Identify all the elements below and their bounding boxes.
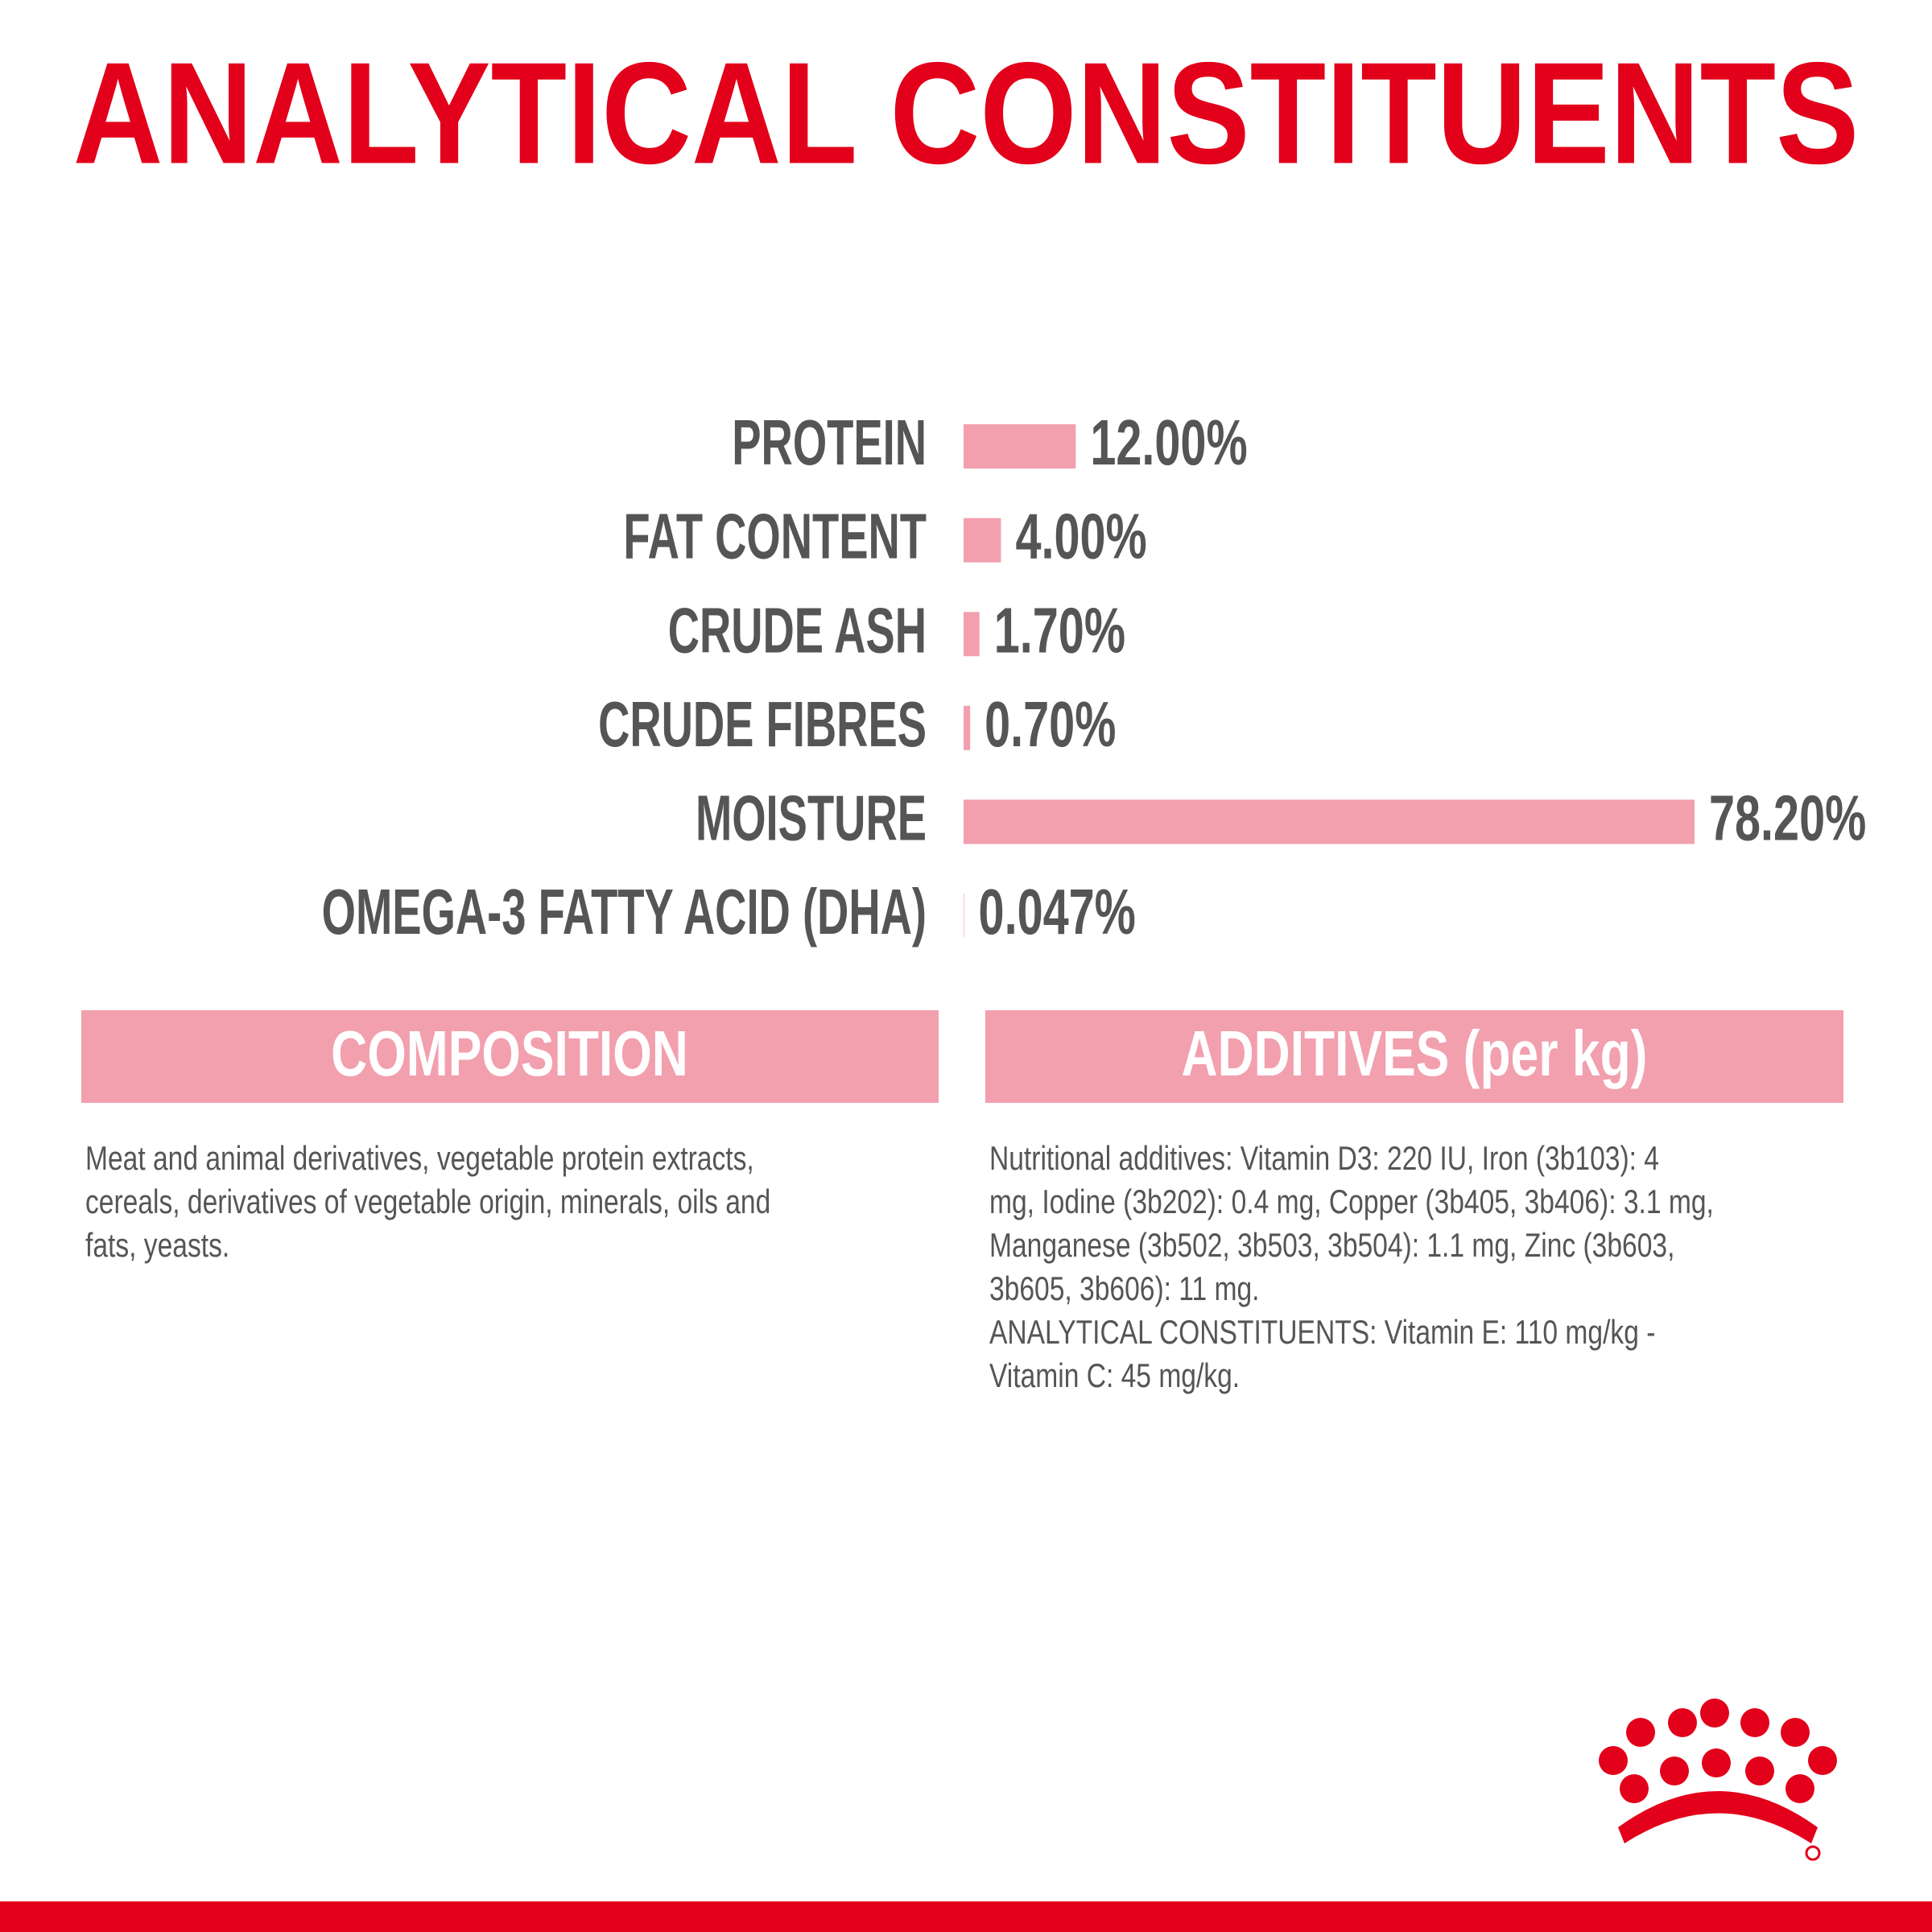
category-label: CRUDE ASH [668,595,927,667]
value-label: 0.70% [985,688,1116,761]
category-label: CRUDE FIBRES [598,689,927,761]
additives-text: mg, Iodine (3b202): 0.4 mg, Copper (3b40… [989,1184,1714,1221]
composition-text: Meat and animal derivatives, vegetable p… [85,1141,754,1178]
additives-text: 3b605, 3b606): 11 mg. [989,1271,1259,1308]
composition-header-box [81,1010,939,1103]
value-label: 12.00% [1090,407,1247,479]
additives-text: Manganese (3b502, 3b503, 3b504): 1.1 mg,… [989,1228,1674,1265]
category-label: OMEGA-3 FATTY ACID (DHA) [322,877,927,948]
composition-title: COMPOSITION [331,1018,688,1090]
additives-header-box [985,1010,1843,1103]
composition-text: fats, yeasts. [85,1228,229,1265]
bar [964,424,1076,469]
additives-text: ANALYTICAL CONSTITUENTS: Vitamin E: 110 … [989,1315,1655,1352]
footer-bar [0,1901,1932,1932]
value-label: 0.047% [979,876,1136,948]
value-label: 1.70% [994,594,1125,667]
bar [964,612,980,657]
category-label: PROTEIN [732,407,927,479]
bar [964,705,971,750]
chart-title: ANALYTICAL CONSTITUENTS [73,32,1860,195]
value-label: 4.00% [1015,500,1146,572]
logo [1599,1699,1837,1861]
category-label: FAT CONTENT [623,501,927,572]
category-label: MOISTURE [696,782,927,854]
additives-text: Nutritional additives: Vitamin D3: 220 I… [989,1141,1659,1178]
composition-text: cereals, derivatives of vegetable origin… [85,1184,770,1221]
bar [964,799,1695,844]
additives-title: ADDITIVES (per kg) [1182,1018,1648,1090]
additives-text: Vitamin C: 45 mg/kg. [989,1358,1240,1395]
bar [964,518,1001,563]
value-label: 78.20% [1709,782,1866,854]
